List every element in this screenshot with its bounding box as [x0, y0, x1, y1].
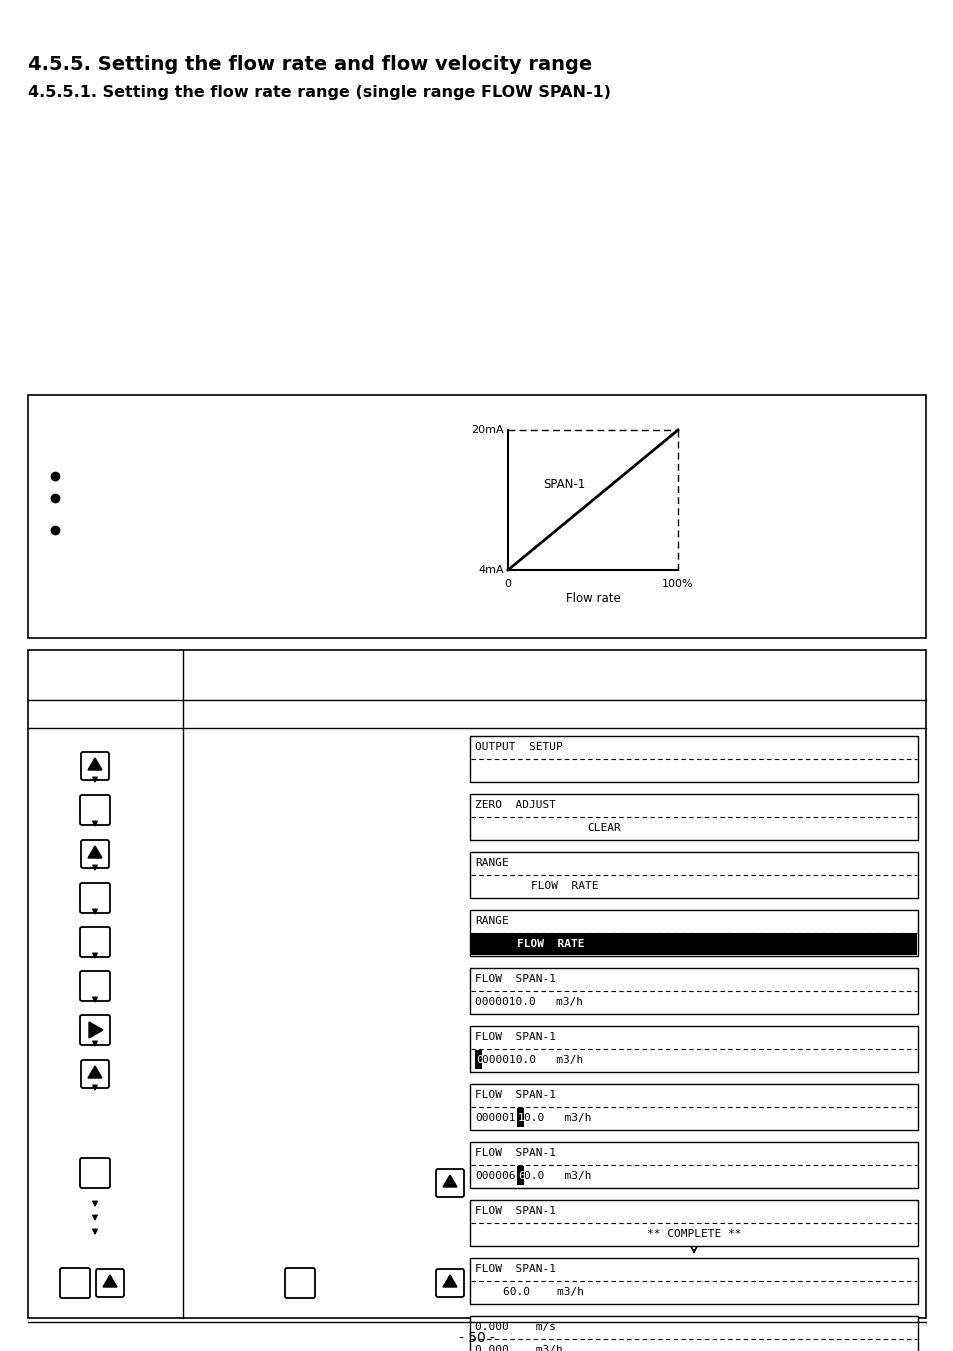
Bar [97, 1270, 123, 1296]
Text: 000006: 000006 [475, 1171, 515, 1181]
Text: RANGE: RANGE [475, 916, 508, 925]
Polygon shape [442, 1175, 456, 1188]
Text: 1: 1 [517, 1113, 524, 1123]
FancyBboxPatch shape [436, 1169, 463, 1197]
FancyBboxPatch shape [80, 794, 110, 825]
Text: 60.0    m3/h: 60.0 m3/h [502, 1288, 583, 1297]
FancyBboxPatch shape [80, 884, 110, 913]
Text: 4.5.5. Setting the flow rate and flow velocity range: 4.5.5. Setting the flow rate and flow ve… [28, 55, 592, 74]
Text: 0: 0 [476, 1055, 482, 1065]
Text: 000010.0   m3/h: 000010.0 m3/h [481, 1055, 582, 1065]
FancyBboxPatch shape [81, 840, 109, 867]
Polygon shape [442, 1275, 456, 1288]
Text: ZERO  ADJUST: ZERO ADJUST [475, 800, 556, 811]
Bar [28, 650, 925, 1319]
Text: 0.000    m/s: 0.000 m/s [475, 1323, 556, 1332]
Bar [470, 794, 917, 840]
Polygon shape [89, 1021, 103, 1038]
Bar [470, 1200, 917, 1246]
Text: 0.0   m3/h: 0.0 m3/h [523, 1171, 591, 1181]
Text: FLOW  SPAN-1: FLOW SPAN-1 [475, 1148, 556, 1158]
Text: 0.000    m3/h: 0.000 m3/h [475, 1346, 562, 1351]
FancyBboxPatch shape [96, 1269, 124, 1297]
Bar [436, 1270, 462, 1296]
Bar [471, 934, 916, 955]
Text: FLOW  RATE: FLOW RATE [531, 881, 598, 892]
Bar [470, 1316, 917, 1351]
Bar [470, 1142, 917, 1188]
Text: 4mA: 4mA [477, 565, 503, 576]
Bar [82, 842, 108, 867]
Text: Flow rate: Flow rate [565, 592, 619, 604]
FancyBboxPatch shape [81, 1061, 109, 1088]
Text: CLEAR: CLEAR [586, 823, 620, 834]
Text: 20mA: 20mA [471, 426, 503, 435]
Bar [470, 852, 917, 898]
Bar [436, 1170, 462, 1196]
Text: ** COMPLETE **: ** COMPLETE ** [646, 1229, 740, 1239]
Text: FLOW  RATE: FLOW RATE [517, 939, 584, 948]
Polygon shape [103, 1275, 117, 1288]
Text: 6: 6 [517, 1171, 524, 1181]
Text: 0000010.0   m3/h: 0000010.0 m3/h [475, 997, 582, 1006]
Bar [470, 736, 917, 782]
Bar [475, 1050, 481, 1069]
FancyBboxPatch shape [81, 753, 109, 780]
Bar [517, 1166, 523, 1185]
Text: FLOW  SPAN-1: FLOW SPAN-1 [475, 974, 556, 984]
Text: 0.0   m3/h: 0.0 m3/h [523, 1113, 591, 1123]
Text: RANGE: RANGE [475, 858, 508, 867]
FancyBboxPatch shape [80, 927, 110, 957]
FancyBboxPatch shape [60, 1269, 90, 1298]
Polygon shape [88, 846, 102, 858]
FancyBboxPatch shape [285, 1269, 314, 1298]
Bar [470, 969, 917, 1015]
FancyBboxPatch shape [80, 1015, 110, 1046]
Polygon shape [88, 1066, 102, 1078]
FancyBboxPatch shape [80, 1158, 110, 1188]
Text: SPAN-1: SPAN-1 [542, 478, 584, 492]
Text: 4.5.5.1. Setting the flow rate range (single range FLOW SPAN-1): 4.5.5.1. Setting the flow rate range (si… [28, 85, 610, 100]
Bar [470, 1025, 917, 1071]
FancyBboxPatch shape [436, 1269, 463, 1297]
Text: 100%: 100% [661, 580, 693, 589]
Text: 000001: 000001 [475, 1113, 515, 1123]
Bar [470, 1258, 917, 1304]
Bar [517, 1108, 523, 1127]
Bar [82, 753, 108, 780]
Text: FLOW  SPAN-1: FLOW SPAN-1 [475, 1206, 556, 1216]
Bar [470, 1084, 917, 1129]
Bar [28, 394, 925, 638]
FancyBboxPatch shape [80, 971, 110, 1001]
Bar [470, 911, 917, 957]
Text: - 50 -: - 50 - [458, 1331, 495, 1346]
Text: OUTPUT  SETUP: OUTPUT SETUP [475, 742, 562, 753]
Text: FLOW  SPAN-1: FLOW SPAN-1 [475, 1032, 556, 1042]
Bar [82, 1061, 108, 1088]
Text: 0: 0 [504, 580, 511, 589]
Text: FLOW  SPAN-1: FLOW SPAN-1 [475, 1265, 556, 1274]
Text: FLOW  SPAN-1: FLOW SPAN-1 [475, 1090, 556, 1100]
Polygon shape [88, 758, 102, 770]
